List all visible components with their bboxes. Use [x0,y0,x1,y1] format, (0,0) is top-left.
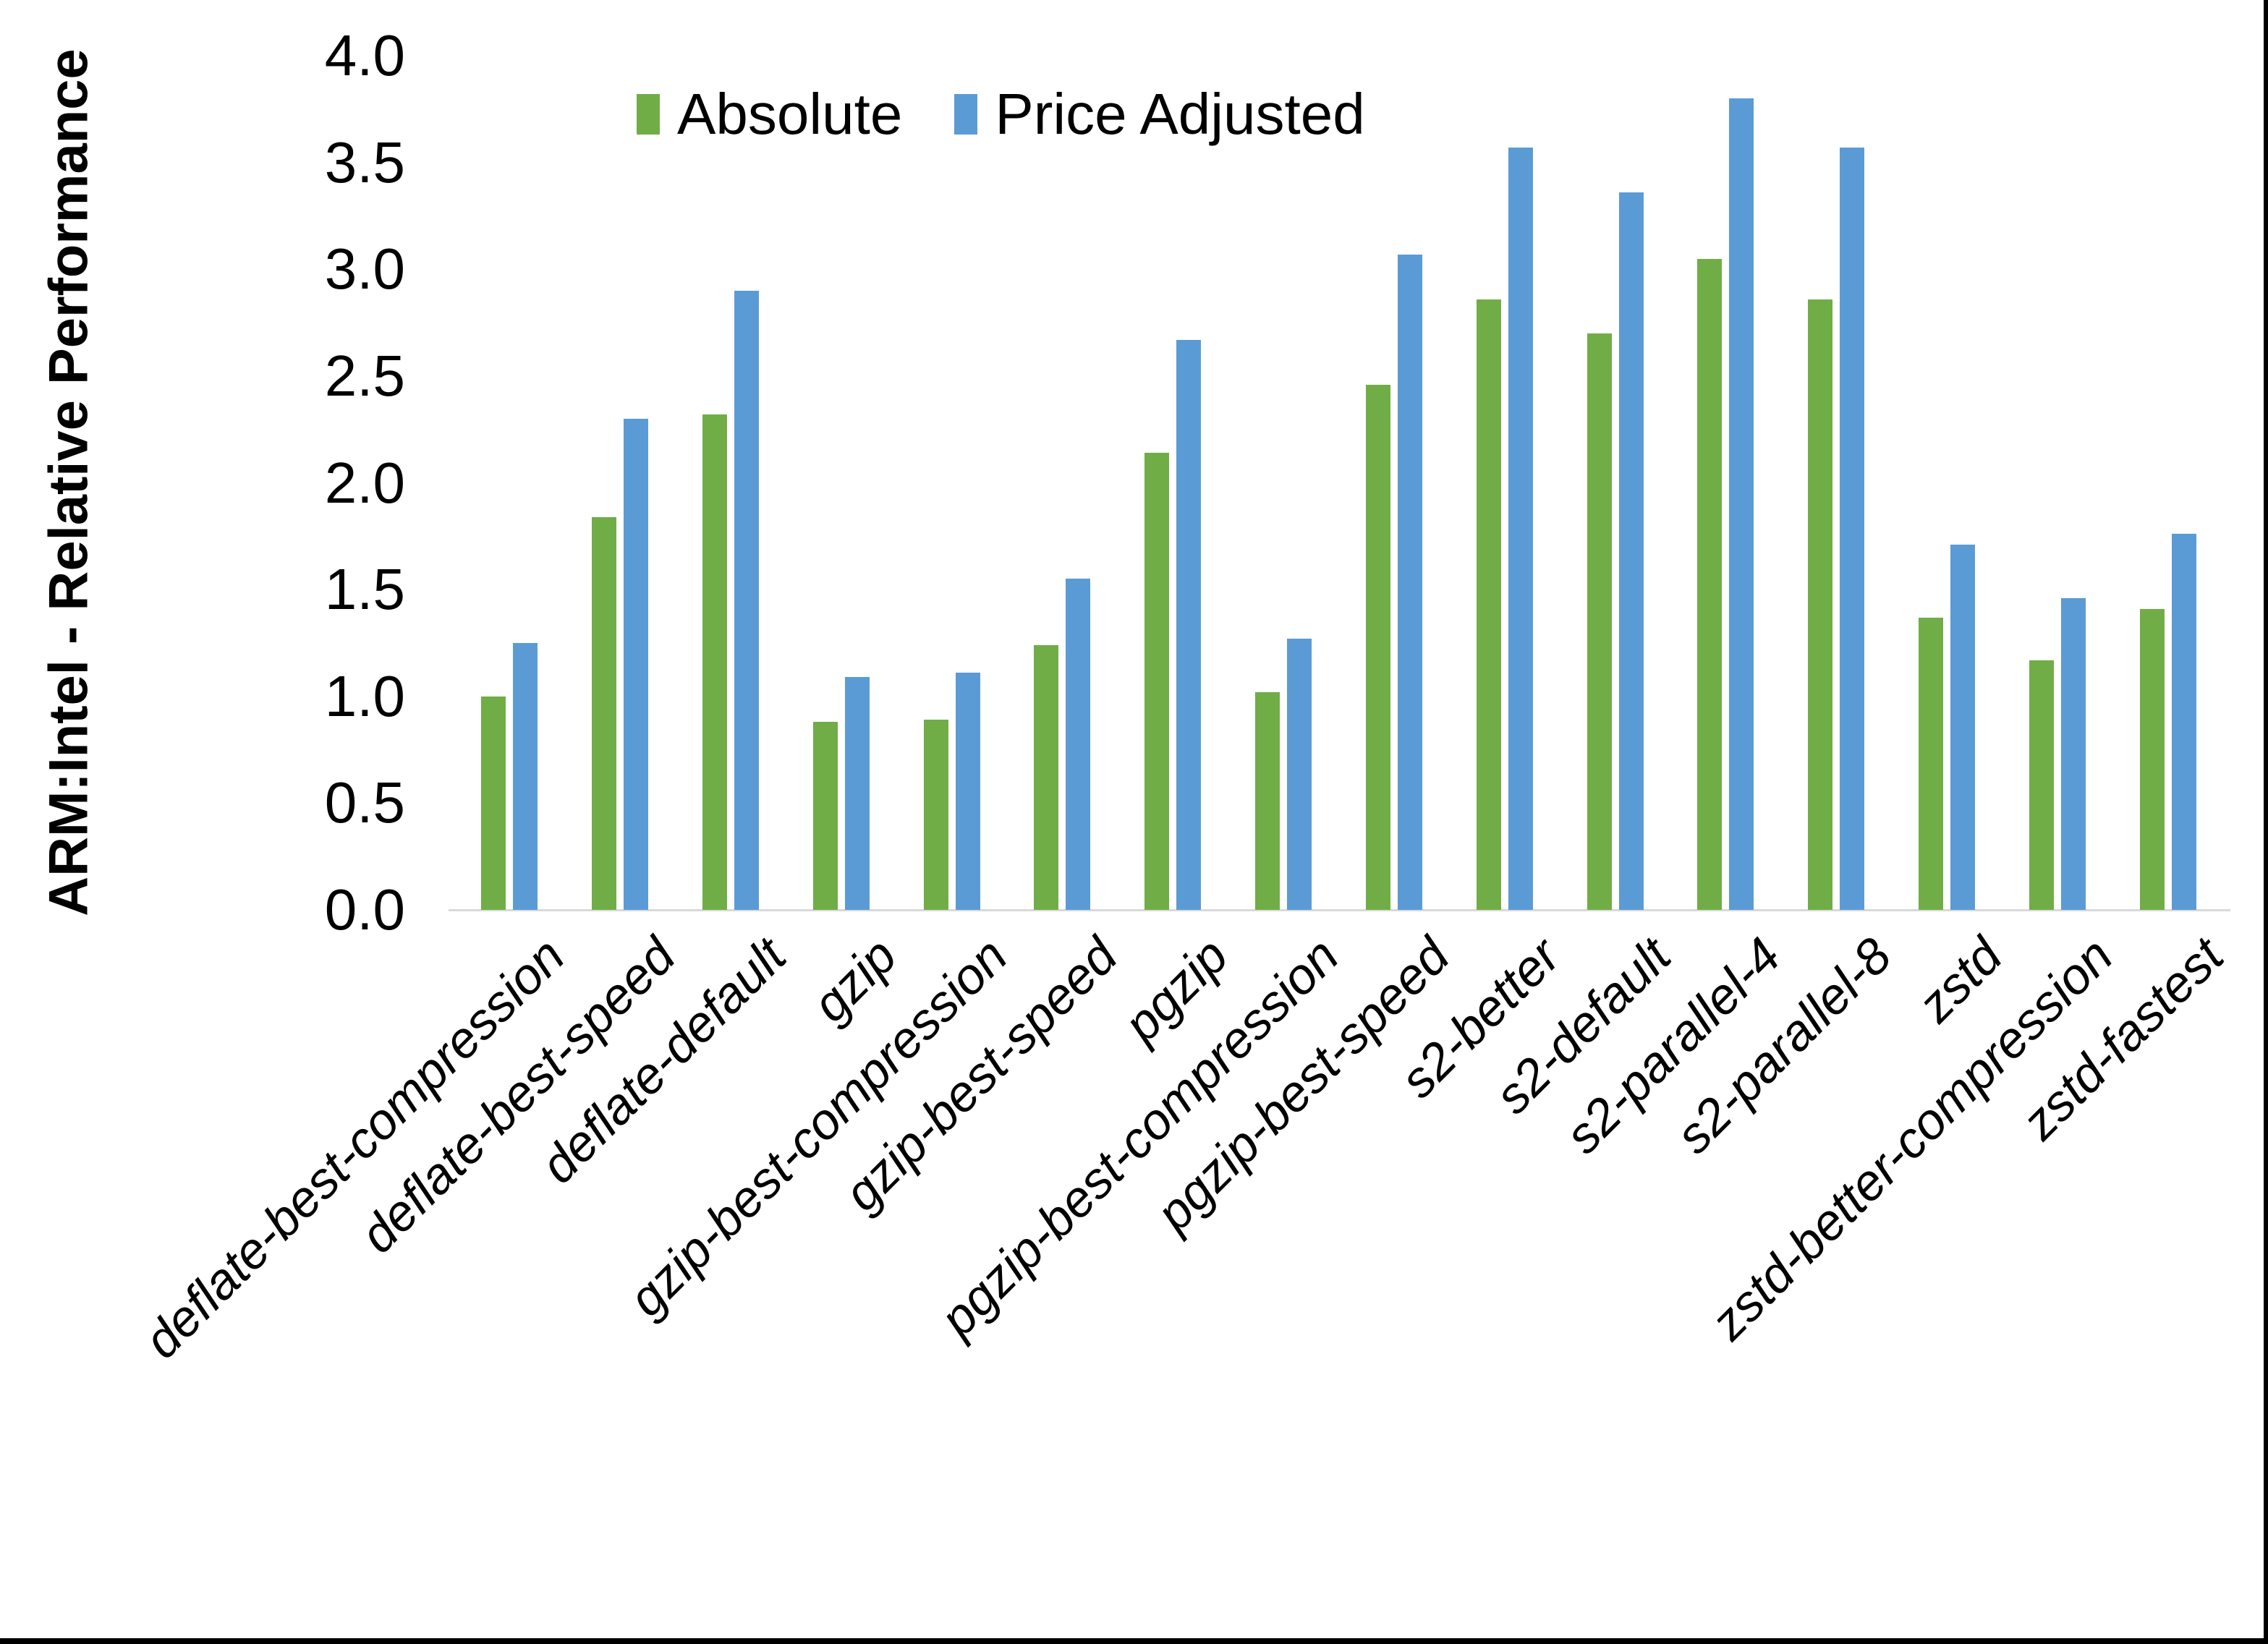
legend-item-absolute: Absolute [637,85,902,143]
bar-absolute-s2-parallel-4 [1697,258,1723,910]
bar-absolute-pgzip [1144,453,1170,910]
y-tick-label-2.0: 2.0 [324,450,405,515]
right-border [2264,0,2268,1644]
bar-absolute-gzip [812,722,838,910]
bar-absolute-zstd-better-compression [2029,660,2054,910]
bar-price-adjusted-gzip-best-compression [955,673,980,910]
bar-price-adjusted-gzip-best-speed [1066,579,1091,910]
bar-price-adjusted-gzip [844,677,870,910]
bar-absolute-pgzip-best-compression [1255,691,1280,910]
bottom-border [0,1638,2268,1644]
bar-group-zstd-fastest [2112,56,2223,910]
bar-group-deflate-default [676,56,786,910]
bar-absolute-pgzip-best-speed [1365,384,1390,910]
bar-absolute-deflate-best-compression [481,696,506,910]
x-axis-line [449,909,2230,911]
bar-group-pgzip-best-speed [1339,56,1450,910]
legend-label-price-adjusted: Price Adjusted [995,82,1365,146]
y-axis-title: ARM:Intel - Relative Performance [38,48,100,916]
bar-group-s2-parallel-8 [1781,56,1892,910]
y-tick-label-4.0: 4.0 [324,23,405,88]
y-tick-label-2.5: 2.5 [324,343,405,408]
bar-group-deflate-best-compression [454,56,565,910]
y-tick-label-1.0: 1.0 [324,663,405,728]
bar-price-adjusted-deflate-default [734,290,760,910]
bar-price-adjusted-deflate-best-compression [513,642,538,910]
absolute-series-swatch-icon [637,94,660,135]
bar-group-zstd-better-compression [2002,56,2112,910]
y-tick-label-1.5: 1.5 [324,557,405,622]
bar-absolute-gzip-best-compression [923,720,948,910]
bar-absolute-deflate-best-speed [592,516,617,910]
legend-label-absolute: Absolute [677,82,903,146]
bar-price-adjusted-s2-default [1618,192,1644,910]
bar-absolute-s2-better [1476,299,1501,910]
bar-absolute-s2-parallel-8 [1808,299,1833,910]
y-tick-label-0.5: 0.5 [324,770,405,835]
bar-absolute-gzip-best-speed [1034,644,1059,910]
bar-group-pgzip-best-compression [1228,56,1339,910]
legend-item-price-adjusted: Price Adjusted [954,82,1365,146]
bar-price-adjusted-pgzip-best-speed [1397,254,1422,910]
bar-group-deflate-best-speed [565,56,676,910]
bar-group-gzip-best-compression [896,56,1007,910]
y-tick-label-3.5: 3.5 [324,129,405,195]
bar-price-adjusted-pgzip-best-compression [1287,639,1312,910]
bar-group-gzip-best-speed [1007,56,1118,910]
bar-absolute-zstd-fastest [2139,608,2165,910]
bar-price-adjusted-s2-better [1508,147,1533,910]
bar-absolute-s2-default [1587,333,1612,910]
bar-price-adjusted-zstd-fastest [2171,534,2196,910]
plot-area [449,56,2230,911]
bar-group-gzip [786,56,896,910]
bar-group-s2-better [1449,56,1560,910]
bar-price-adjusted-zstd-better-compression [2060,597,2086,910]
bar-price-adjusted-deflate-best-speed [624,418,649,910]
bar-group-s2-parallel-4 [1670,56,1781,910]
y-tick-label-0.0: 0.0 [324,877,405,942]
legend: Absolute Price Adjusted [637,85,1365,143]
bar-group-s2-default [1560,56,1670,910]
bar-price-adjusted-pgzip [1176,339,1202,910]
bar-absolute-zstd [1918,617,1943,910]
bar-price-adjusted-s2-parallel-8 [1840,147,1865,910]
bar-group-zstd [1892,56,2002,910]
y-tick-label-3.0: 3.0 [324,237,405,302]
bar-price-adjusted-zstd [1950,545,1975,910]
bar-group-pgzip [1118,56,1228,910]
bar-absolute-deflate-default [702,414,728,910]
bar-price-adjusted-s2-parallel-4 [1729,98,1754,910]
price-adjusted-series-swatch-icon [954,94,978,135]
